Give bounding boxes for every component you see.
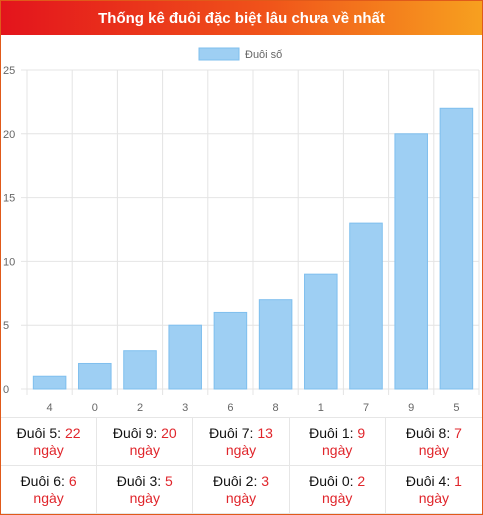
x-tick-label: 6: [227, 402, 233, 414]
x-tick-label: 5: [453, 402, 459, 414]
stat-days: 13: [257, 424, 273, 441]
y-tick-label: 5: [3, 320, 9, 332]
stat-prefix: Đuôi: [212, 472, 246, 489]
stat-line: Đuôi 7: 13: [209, 424, 273, 441]
widget-header: Thống kê đuôi đặc biệt lâu chưa về nhất: [1, 1, 482, 35]
stat-cell: Đuôi 1: 9 ngày: [289, 418, 386, 466]
bar-5: [439, 107, 474, 390]
x-tick-label: 7: [363, 402, 369, 414]
bar-8: [258, 299, 293, 390]
stat-digit: 4: [438, 472, 447, 489]
stat-prefix: Đuôi: [405, 424, 439, 441]
stat-days: 22: [64, 424, 81, 441]
stat-digit: 5: [49, 424, 58, 441]
x-tick-label: 0: [92, 402, 98, 414]
x-tick-label: 9: [408, 402, 414, 414]
stat-line: Đuôi 2: 3: [212, 472, 270, 489]
y-tick-label: 15: [3, 193, 15, 205]
y-tick-label: 25: [3, 65, 15, 77]
stat-prefix: Đuôi: [16, 424, 50, 441]
stat-days: 20: [161, 424, 177, 441]
stat-digit: 9: [145, 424, 154, 441]
stat-prefix: Đuôi: [112, 424, 146, 441]
stat-cell: Đuôi 6: 6 ngày: [1, 466, 98, 514]
stat-digit: 8: [438, 424, 447, 441]
stat-line: Đuôi 5: 22: [16, 424, 81, 441]
stat-days: 7: [454, 424, 462, 441]
stat-unit: ngày: [322, 441, 353, 458]
stat-cell: Đuôi 4: 1 ngày: [385, 466, 482, 514]
y-tick-label: 20: [3, 129, 15, 141]
stat-cell: Đuôi 8: 7 ngày: [385, 418, 482, 466]
y-tick-label: 0: [3, 384, 9, 396]
stat-unit: ngày: [33, 489, 64, 506]
bar-6: [213, 311, 248, 390]
stat-line: Đuôi 6: 6: [20, 472, 77, 489]
stat-line: Đuôi 0: 2: [309, 472, 366, 489]
bar-3: [168, 324, 202, 390]
stat-days: 2: [357, 472, 366, 489]
stat-unit: ngày: [129, 489, 160, 506]
stat-line: Đuôi 1: 9: [309, 424, 366, 441]
stat-line: Đuôi 9: 20: [112, 424, 177, 441]
stat-unit: ngày: [225, 489, 257, 506]
stat-prefix: Đuôi: [309, 424, 342, 441]
stat-days: 6: [68, 472, 77, 489]
bar-2: [123, 350, 157, 390]
x-tick-label: 3: [182, 402, 188, 414]
stat-days: 1: [454, 472, 462, 489]
stat-digit: 3: [149, 472, 158, 489]
bar-chart: 0 5 10 15 20 25 4 0 2 3 6 8 1 7 9 5 Đuôi số: [3, 47, 480, 414]
stat-prefix: Đuôi: [405, 472, 439, 489]
stat-days: 3: [261, 472, 270, 489]
legend-swatch: [198, 47, 240, 61]
stat-unit: ngày: [225, 441, 257, 458]
legend-label: Đuôi số: [245, 49, 282, 61]
stat-cell: Đuôi 7: 13 ngày: [193, 418, 290, 466]
stat-unit: ngày: [129, 441, 160, 458]
bar-1: [304, 273, 338, 390]
stat-prefix: Đuôi: [209, 424, 242, 441]
stat-unit: ngày: [33, 441, 64, 458]
stat-cell: Đuôi 9: 20 ngày: [97, 418, 194, 466]
stat-days: 9: [357, 424, 366, 441]
stat-unit: ngày: [322, 489, 353, 506]
stat-prefix: Đuôi: [116, 472, 150, 489]
stats-grid: Đuôi 5: 22 ngày Đuôi 9: 20 ngày Đuôi 7: 13 ng…: [1, 417, 482, 514]
bar-9: [394, 133, 428, 390]
x-tick-label: 2: [137, 402, 143, 414]
bar-4: [32, 375, 67, 390]
stat-unit: ngày: [418, 489, 450, 506]
stat-digit: 7: [241, 424, 250, 441]
stat-cell: Đuôi 5: 22 ngày: [1, 418, 98, 466]
stat-unit: ngày: [418, 441, 450, 458]
bar-0: [78, 362, 112, 390]
stat-prefix: Đuôi: [309, 472, 342, 489]
bar-7: [349, 222, 383, 390]
x-tick-label: 8: [273, 402, 279, 414]
stat-digit: 0: [341, 472, 350, 489]
stat-line: Đuôi 4: 1: [405, 472, 462, 489]
stat-cell: Đuôi 0: 2 ngày: [289, 466, 386, 514]
stat-digit: 1: [341, 424, 350, 441]
y-tick-label: 10: [3, 256, 15, 268]
stat-digit: 6: [53, 472, 62, 489]
x-tick-label: 4: [47, 402, 53, 414]
stat-line: Đuôi 8: 7: [405, 424, 462, 441]
stat-days: 5: [165, 472, 173, 489]
stat-cell: Đuôi 2: 3 ngày: [193, 466, 290, 514]
stat-line: Đuôi 3: 5: [116, 472, 173, 489]
chart-container: 0 5 10 15 20 25 4 0 2 3 6 8 1 7 9 5 Đuôi số: [1, 35, 482, 417]
stat-digit: 2: [245, 472, 254, 489]
stat-prefix: Đuôi: [20, 472, 54, 489]
widget-title: Thống kê đuôi đặc biệt lâu chưa về nhất: [98, 9, 385, 27]
x-tick-label: 1: [318, 402, 324, 414]
stat-cell: Đuôi 3: 5 ngày: [97, 466, 194, 514]
